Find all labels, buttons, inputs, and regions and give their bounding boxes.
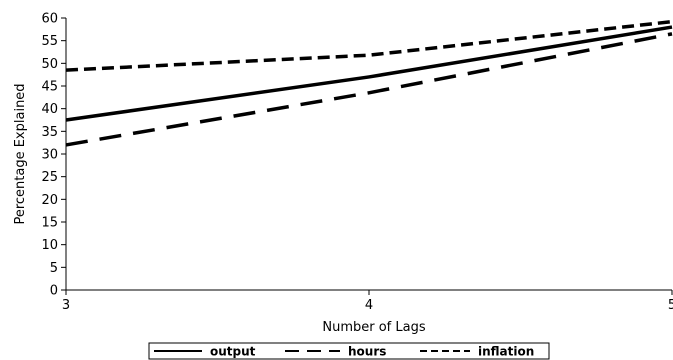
y-tick-label: 20 xyxy=(41,193,58,208)
y-tick-label: 45 xyxy=(41,80,58,95)
y-tick-label: 15 xyxy=(41,216,58,231)
series-lines xyxy=(65,19,673,147)
legend-label-output: output xyxy=(210,345,256,359)
series-line-hours xyxy=(65,32,673,147)
legend-label-inflation: inflation xyxy=(478,345,534,359)
y-tick-label: 5 xyxy=(50,261,58,276)
y-tick-label: 40 xyxy=(41,102,58,117)
series-line-inflation xyxy=(65,19,673,72)
y-tick-label: 30 xyxy=(41,148,58,163)
y-tick-label: 50 xyxy=(41,57,58,72)
legend: output hours inflation xyxy=(148,342,550,360)
y-tick-label: 60 xyxy=(41,12,58,27)
y-axis-title: Percentage Explained xyxy=(13,83,28,224)
x-tick-label: 4 xyxy=(365,298,373,313)
x-axis-ticks: 3 4 5 xyxy=(62,290,673,313)
series-line-output xyxy=(65,25,673,122)
y-tick-label: 10 xyxy=(41,238,58,253)
y-axis-ticks: 0 5 10 15 20 25 30 35 40 45 50 55 60 xyxy=(41,12,66,299)
legend-box xyxy=(148,342,550,360)
legend-label-hours: hours xyxy=(348,345,386,359)
x-axis-title: Number of Lags xyxy=(322,320,425,335)
y-tick-label: 0 xyxy=(50,284,58,299)
y-tick-label: 25 xyxy=(41,170,58,185)
y-tick-label: 35 xyxy=(41,125,58,140)
x-tick-label: 3 xyxy=(62,298,70,313)
y-tick-label: 55 xyxy=(41,34,58,49)
x-tick-label: 5 xyxy=(668,298,673,313)
